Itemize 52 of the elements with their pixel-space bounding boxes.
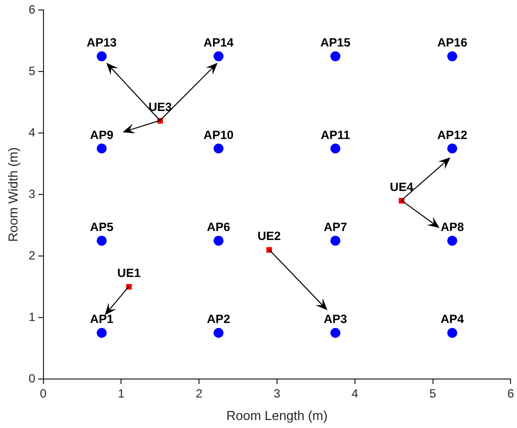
point	[214, 328, 224, 338]
point	[96, 236, 107, 246]
point	[447, 236, 458, 246]
annotation: AP5	[90, 220, 114, 234]
annotation: AP11	[320, 128, 350, 142]
point	[447, 51, 458, 62]
annotation: AP16	[437, 36, 468, 50]
annotation: AP15	[320, 36, 351, 50]
annotation: AP2	[206, 312, 231, 326]
annotation: AP3	[324, 312, 348, 326]
y-tick-label: 5	[28, 64, 36, 78]
annotation: UE3	[148, 100, 172, 114]
x-tick-label: 2	[196, 386, 203, 401]
annotation: AP12	[437, 128, 468, 142]
point	[330, 51, 340, 62]
point	[330, 328, 340, 338]
annotation: AP13	[86, 36, 118, 50]
point	[214, 144, 224, 154]
point	[96, 328, 107, 338]
annotation: UE2	[258, 229, 282, 244]
x-tick-label: 4	[352, 386, 359, 401]
x-tick-label: 0	[40, 386, 47, 401]
annotation: AP10	[204, 128, 234, 142]
x-tick-label: 6	[507, 386, 514, 401]
x-axis-title: Room Length (m)	[226, 408, 328, 423]
y-tick-label: 2	[28, 248, 36, 262]
point	[330, 236, 340, 246]
y-tick-label: 0	[28, 371, 36, 386]
point	[96, 51, 107, 62]
y-axis-title: Room Width (m)	[5, 147, 20, 242]
point	[214, 51, 224, 62]
point	[96, 144, 107, 154]
annotation: UE1	[117, 266, 141, 280]
annotation: UE4	[390, 180, 414, 194]
annotation: AP6	[206, 220, 231, 234]
x-tick-label: 3	[274, 386, 281, 401]
annotation: AP1	[90, 312, 114, 326]
x-tick-label: 5	[429, 386, 436, 401]
annotation: AP9	[90, 128, 114, 142]
y-tick-label: 6	[28, 2, 36, 17]
x-tick-label: 1	[118, 386, 125, 401]
point	[330, 144, 340, 154]
annotation: AP14	[204, 36, 234, 50]
point	[447, 144, 458, 154]
point	[447, 328, 458, 338]
y-tick-label: 1	[28, 310, 36, 324]
annotation: AP4	[440, 312, 464, 326]
point	[214, 236, 224, 246]
y-tick-label: 3	[28, 186, 36, 201]
annotation: AP8	[440, 220, 464, 234]
annotation: AP7	[324, 220, 348, 234]
y-tick-label: 4	[28, 125, 36, 140]
